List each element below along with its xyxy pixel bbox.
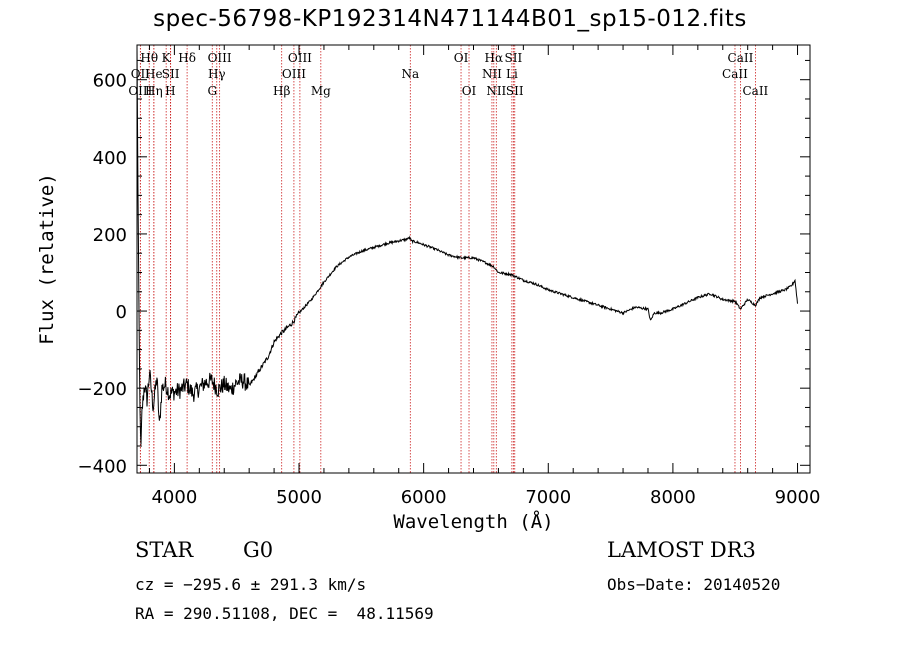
line-label-20: SII: [505, 51, 523, 65]
y-axis-label: Flux (relative): [36, 173, 58, 345]
spectral-line-markers: [139, 45, 756, 473]
line-label-6: SII: [162, 67, 180, 81]
line-label-9: OIII: [208, 51, 232, 65]
line-label-8: Hδ: [178, 51, 196, 65]
line-label-10: Hγ: [208, 67, 226, 81]
coordinates: RA = 290.51108, DEC = 48.11569: [135, 604, 434, 623]
chart-title: spec-56798-KP192314N471144B01_sp15-012.f…: [153, 6, 747, 32]
line-label-3: He: [145, 67, 163, 81]
line-label-24: SII: [506, 84, 524, 98]
y-tick-label-3: 200: [93, 225, 127, 246]
axes: 4000 5000 6000 7000 8000 9000 −400 −200 0 200 400 6…: [78, 45, 821, 508]
line-label-25: CaII: [728, 51, 754, 65]
line-label-1: OII: [131, 67, 151, 81]
y-tick-label-5: 600: [93, 71, 127, 92]
line-label-2: OIII: [128, 84, 152, 98]
spectrum-line: [136, 44, 798, 445]
line-label-12: Hβ: [273, 84, 290, 98]
plot-frame: [136, 44, 811, 474]
line-label-5: K: [162, 51, 172, 65]
line-label-23: NII: [486, 84, 506, 98]
y-tick-label-4: 400: [93, 148, 127, 169]
object-class: STAR: [135, 538, 194, 562]
line-label-13: OIII: [288, 51, 312, 65]
line-label-19: Hα: [485, 51, 504, 65]
x-tick-label-4: 8000: [650, 487, 696, 508]
y-tick-label-1: −200: [78, 379, 127, 400]
line-label-11: G: [207, 84, 217, 98]
line-label-26: CaII: [722, 67, 748, 81]
line-label-27: CaII: [742, 84, 768, 98]
x-tick-label-2: 6000: [401, 487, 447, 508]
y-tick-label-0: −400: [78, 456, 127, 477]
x-axis-label: Wavelength (Å): [393, 510, 553, 533]
line-label-4: Hη: [145, 84, 163, 98]
object-subclass: G0: [243, 538, 274, 562]
survey-name: LAMOST DR3: [607, 538, 756, 562]
x-tick-label-1: 5000: [276, 487, 322, 508]
x-tick-label-5: 9000: [775, 487, 821, 508]
observation-date: Obs−Date: 20140520: [607, 575, 781, 594]
x-tick-label-0: 4000: [151, 487, 197, 508]
line-label-17: OI: [454, 51, 469, 65]
spectral-line-labels: Hθ OII OIII He Hη K SII H Hδ OIII Hγ G Hβ OIII OIII Mg N…: [128, 51, 768, 98]
line-label-7: H: [165, 84, 175, 98]
line-label-16: Na: [401, 67, 419, 81]
line-label-18: OI: [462, 84, 477, 98]
x-tick-label-3: 7000: [525, 487, 571, 508]
line-label-21: NII: [482, 67, 502, 81]
redshift-cz: cz = −295.6 ± 291.3 km/s: [135, 575, 367, 594]
line-label-15: Mg: [311, 84, 331, 98]
line-label-0: Hθ: [140, 51, 158, 65]
y-tick-label-2: 0: [116, 302, 127, 323]
line-label-22: Li: [506, 67, 518, 81]
line-label-14: OIII: [282, 67, 306, 81]
